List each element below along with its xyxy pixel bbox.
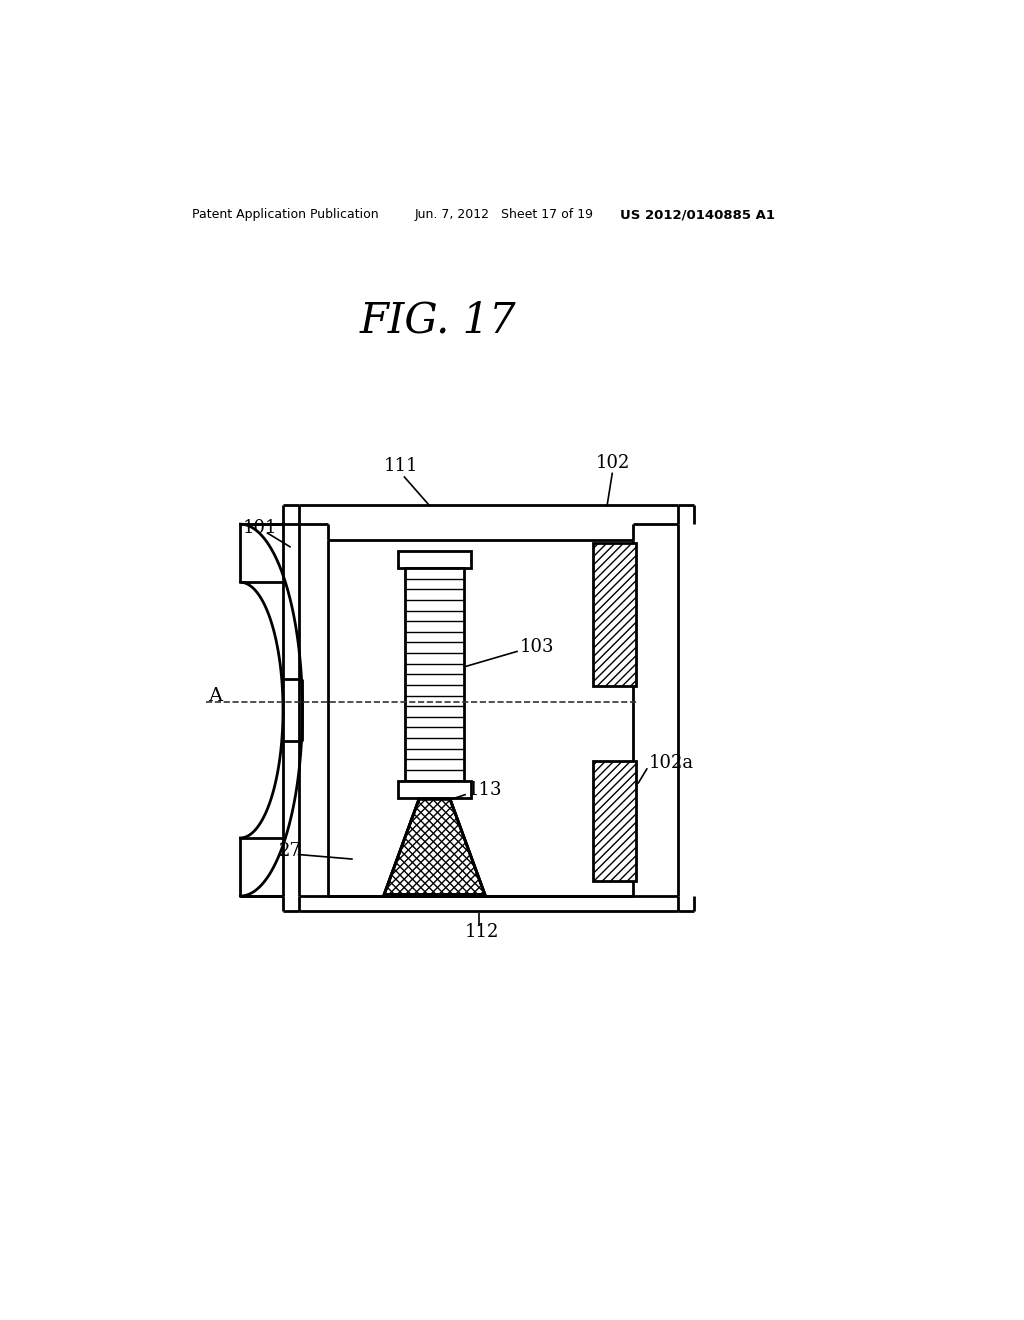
Bar <box>593 544 636 686</box>
Bar <box>593 762 636 880</box>
Text: 102a: 102a <box>649 754 694 772</box>
Bar <box>397 780 471 797</box>
Text: FIG. 17: FIG. 17 <box>359 300 516 341</box>
Text: 111: 111 <box>384 458 418 475</box>
Text: Jun. 7, 2012   Sheet 17 of 19: Jun. 7, 2012 Sheet 17 of 19 <box>415 209 594 222</box>
Text: 113: 113 <box>467 781 502 799</box>
Text: A: A <box>208 688 222 705</box>
Text: 103: 103 <box>519 639 554 656</box>
Text: 112: 112 <box>465 923 500 941</box>
Text: Patent Application Publication: Patent Application Publication <box>193 209 379 222</box>
Text: 27: 27 <box>280 842 302 861</box>
Bar <box>406 568 464 780</box>
Polygon shape <box>384 799 485 895</box>
Text: 101: 101 <box>243 519 278 537</box>
Bar <box>397 552 471 568</box>
Text: US 2012/0140885 A1: US 2012/0140885 A1 <box>621 209 775 222</box>
Text: 102: 102 <box>596 454 631 471</box>
